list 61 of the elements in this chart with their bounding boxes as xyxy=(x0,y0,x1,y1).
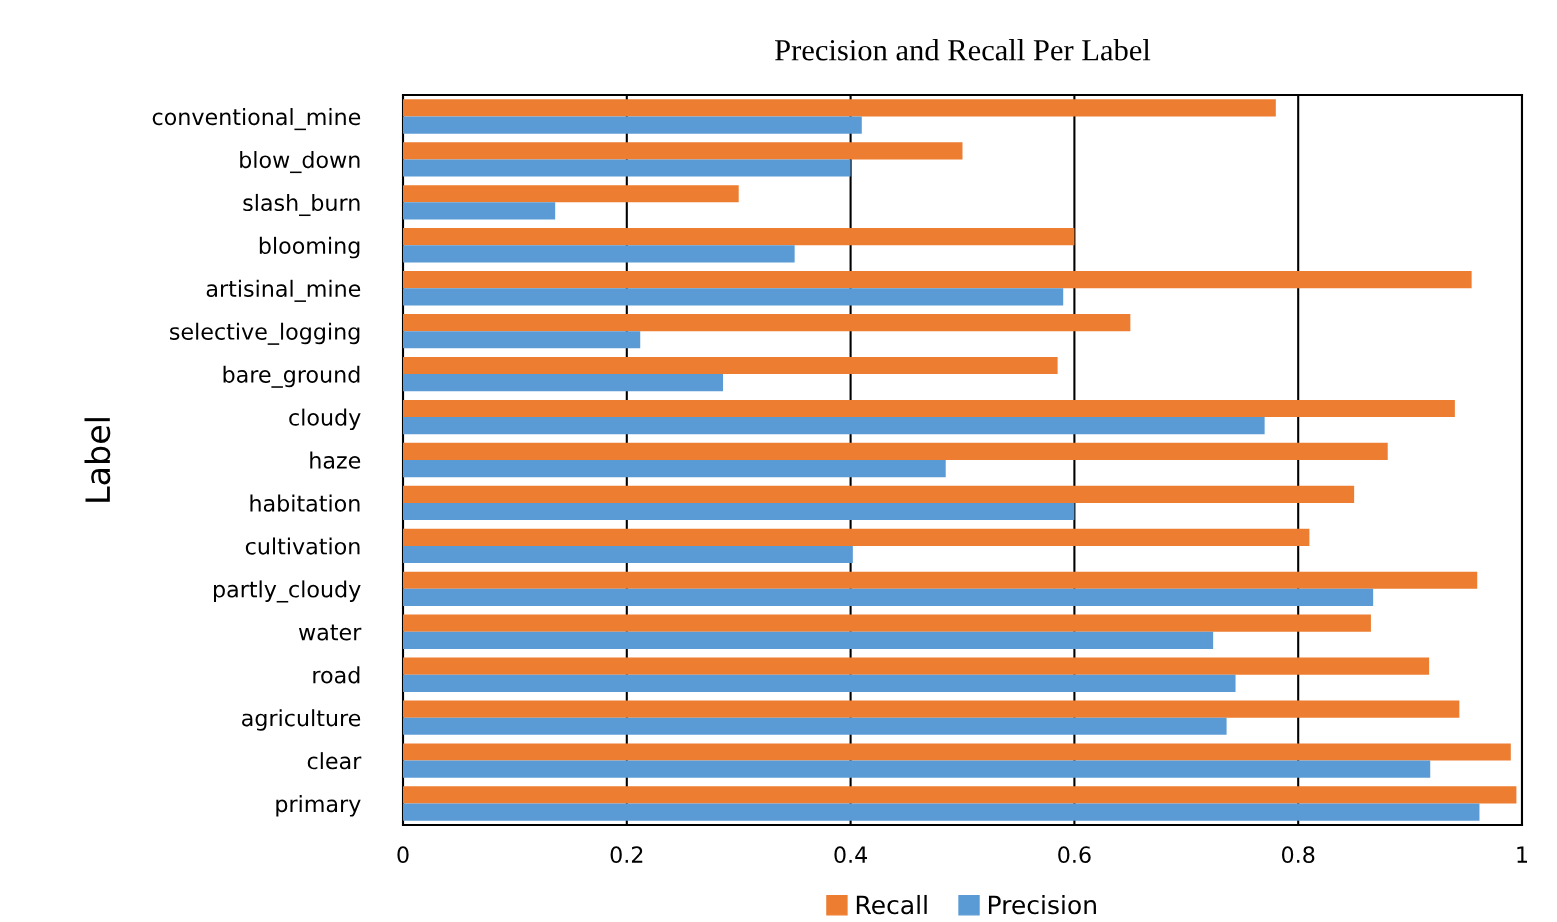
bar xyxy=(403,528,1310,546)
bar xyxy=(403,185,739,203)
bar xyxy=(403,142,963,160)
y-tick-label: haze xyxy=(310,451,361,469)
bar xyxy=(403,631,1214,649)
y-tick-label: partly_cloudy xyxy=(214,580,361,603)
bar xyxy=(403,356,1058,375)
x-tick-label: 0.2 xyxy=(610,846,643,864)
bar xyxy=(403,314,1131,332)
bar xyxy=(403,717,1227,735)
legend-label: Precision xyxy=(988,894,1096,915)
x-tick-label: 0 xyxy=(397,846,409,864)
bar xyxy=(403,460,946,478)
bar xyxy=(403,700,1460,718)
y-tick-label: primary xyxy=(276,795,361,817)
y-tick-label: clear xyxy=(307,752,362,770)
y-tick-label: bare_ground xyxy=(223,365,360,388)
bar xyxy=(403,228,1075,246)
y-tick-label: selective_logging xyxy=(170,322,360,345)
bar xyxy=(403,657,1430,675)
y-tick-label: cultivation xyxy=(245,537,360,555)
x-tick-label: 0.4 xyxy=(834,846,868,864)
bar xyxy=(403,202,556,220)
bar xyxy=(403,743,1511,761)
bar xyxy=(403,760,1431,778)
bar xyxy=(403,442,1388,460)
y-tick-label: road xyxy=(313,666,360,684)
y-axis-title: Label xyxy=(84,418,111,502)
bar xyxy=(403,159,851,177)
y-tick-label: slash_burn xyxy=(243,193,360,217)
bar xyxy=(403,803,1480,821)
y-tick-label: blooming xyxy=(259,236,360,259)
bar xyxy=(403,571,1478,589)
bar xyxy=(403,331,641,349)
y-tick-label: conventional_mine xyxy=(152,108,361,131)
y-tick-label: habitation xyxy=(250,494,360,512)
bar xyxy=(403,502,1075,521)
bar xyxy=(403,399,1455,418)
bar xyxy=(403,674,1236,692)
bar xyxy=(403,614,1371,632)
bar xyxy=(403,271,1472,289)
y-tick-label: water xyxy=(298,624,362,641)
y-tick-label: cloudy xyxy=(289,408,361,431)
bar xyxy=(403,417,1265,435)
bar xyxy=(403,99,1276,117)
chart-title: Precision and Recall Per Label xyxy=(775,39,1151,61)
bar xyxy=(403,588,1374,606)
y-tick-label: artisinal_mine xyxy=(206,279,361,302)
x-tick-label: 0.6 xyxy=(1058,846,1091,864)
legend-label: Recall xyxy=(856,894,927,915)
bar xyxy=(403,545,853,564)
bar xyxy=(403,786,1517,804)
bar xyxy=(403,245,795,263)
bar xyxy=(403,485,1355,503)
x-tick-label: 0.8 xyxy=(1282,846,1315,864)
bar xyxy=(403,374,724,392)
y-tick-label: agriculture xyxy=(242,709,361,731)
x-tick-label: 1 xyxy=(1517,846,1528,863)
bar xyxy=(403,116,862,134)
bar xyxy=(403,288,1064,306)
y-tick-label: blow_down xyxy=(240,150,360,174)
